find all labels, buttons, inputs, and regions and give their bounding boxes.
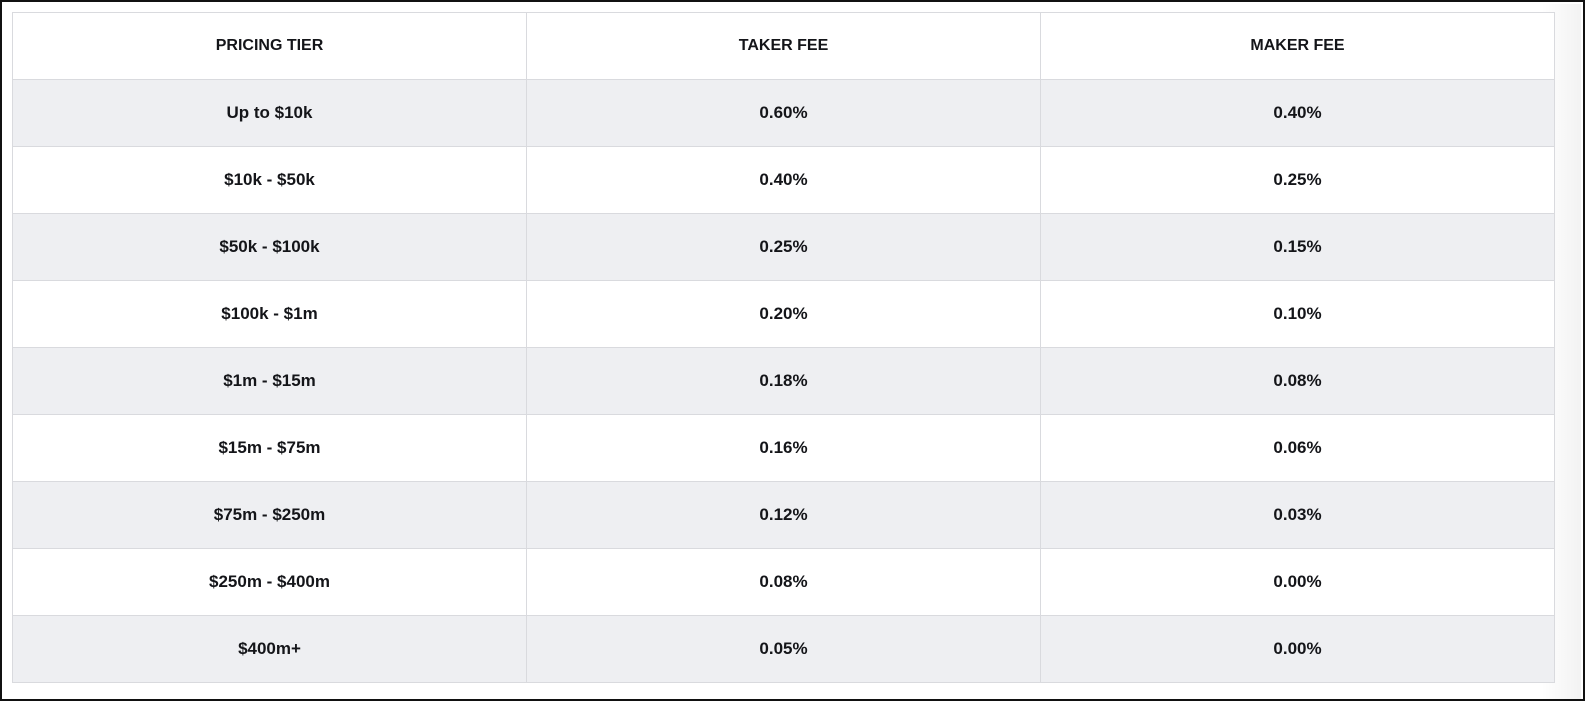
fee-cell: 0.18% (526, 347, 1041, 415)
fee-cell: 0.00% (1040, 615, 1555, 683)
table-body: Up to $10k 0.60% 0.40% $10k - $50k 0.40% 0.25… (12, 79, 1555, 683)
tier-cell: $100k - $1m (12, 280, 527, 348)
fee-cell: 0.25% (1040, 146, 1555, 214)
table-header: PRICING TIER TAKER FEE MAKER FEE (12, 12, 1555, 80)
fee-cell: 0.08% (526, 548, 1041, 616)
fee-cell: 0.20% (526, 280, 1041, 348)
fee-cell: 0.03% (1040, 481, 1555, 549)
tier-cell: $250m - $400m (12, 548, 527, 616)
tier-cell: $15m - $75m (12, 414, 527, 482)
fee-cell: 0.06% (1040, 414, 1555, 482)
tier-cell: $1m - $15m (12, 347, 527, 415)
table-row: $1m - $15m 0.18% 0.08% (12, 347, 1555, 415)
table-row: $75m - $250m 0.12% 0.03% (12, 481, 1555, 549)
fee-cell: 0.12% (526, 481, 1041, 549)
fee-cell: 0.00% (1040, 548, 1555, 616)
fee-cell: 0.16% (526, 414, 1041, 482)
tier-cell: $400m+ (12, 615, 527, 683)
header-cell: TAKER FEE (526, 12, 1041, 80)
header-cell: PRICING TIER (12, 12, 527, 80)
table-row: $10k - $50k 0.40% 0.25% (12, 146, 1555, 214)
fee-cell: 0.40% (1040, 79, 1555, 147)
fee-cell: 0.05% (526, 615, 1041, 683)
fee-cell: 0.25% (526, 213, 1041, 281)
header-cell: MAKER FEE (1040, 12, 1555, 80)
table-row: Up to $10k 0.60% 0.40% (12, 79, 1555, 147)
table-row: $250m - $400m 0.08% 0.00% (12, 548, 1555, 616)
tier-cell: $75m - $250m (12, 481, 527, 549)
tier-cell: $50k - $100k (12, 213, 527, 281)
fee-cell: 0.60% (526, 79, 1041, 147)
tier-cell: $10k - $50k (12, 146, 527, 214)
header-row: PRICING TIER TAKER FEE MAKER FEE (12, 12, 1555, 80)
fee-cell: 0.40% (526, 146, 1041, 214)
table-row: $15m - $75m 0.16% 0.06% (12, 414, 1555, 482)
fee-cell: 0.08% (1040, 347, 1555, 415)
table-row: $400m+ 0.05% 0.00% (12, 615, 1555, 683)
table-row: $50k - $100k 0.25% 0.15% (12, 213, 1555, 281)
fee-table: PRICING TIER TAKER FEE MAKER FEE Up to $10… (12, 12, 1555, 683)
fee-cell: 0.15% (1040, 213, 1555, 281)
fee-cell: 0.10% (1040, 280, 1555, 348)
tier-cell: Up to $10k (12, 79, 527, 147)
table-row: $100k - $1m 0.20% 0.10% (12, 280, 1555, 348)
